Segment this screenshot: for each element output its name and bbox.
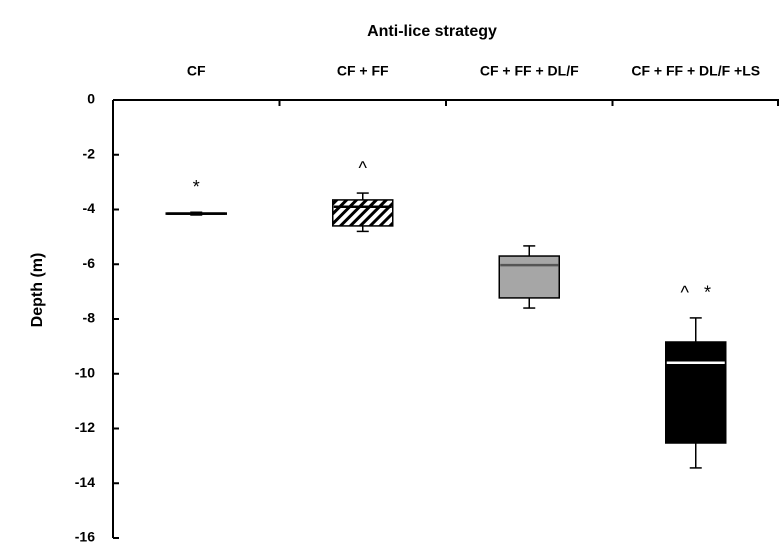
x-tick-label: CF + FF + DL/F +LS <box>631 63 760 79</box>
box <box>332 199 394 227</box>
y-tick-label: -14 <box>75 474 95 490</box>
box <box>498 255 560 299</box>
x-tick-label: CF <box>187 63 206 79</box>
annotation: ^ <box>359 158 368 178</box>
y-tick-label: -6 <box>83 255 96 271</box>
y-axis-label: Depth (m) <box>29 253 46 328</box>
y-tick-label: 0 <box>87 91 95 107</box>
y-tick-label: -8 <box>83 310 96 326</box>
y-tick-label: -4 <box>83 200 96 216</box>
y-tick-label: -2 <box>83 145 96 161</box>
box <box>665 341 727 444</box>
annotation: ^ * <box>681 283 711 303</box>
x-tick-label: CF + FF + DL/F <box>480 63 579 79</box>
y-tick-label: -10 <box>75 364 95 380</box>
x-tick-label: CF + FF <box>337 63 389 79</box>
annotation: * <box>193 177 200 197</box>
chart-title: Anti-lice strategy <box>367 23 497 40</box>
y-tick-label: -12 <box>75 419 95 435</box>
y-tick-label: -16 <box>75 529 95 545</box>
